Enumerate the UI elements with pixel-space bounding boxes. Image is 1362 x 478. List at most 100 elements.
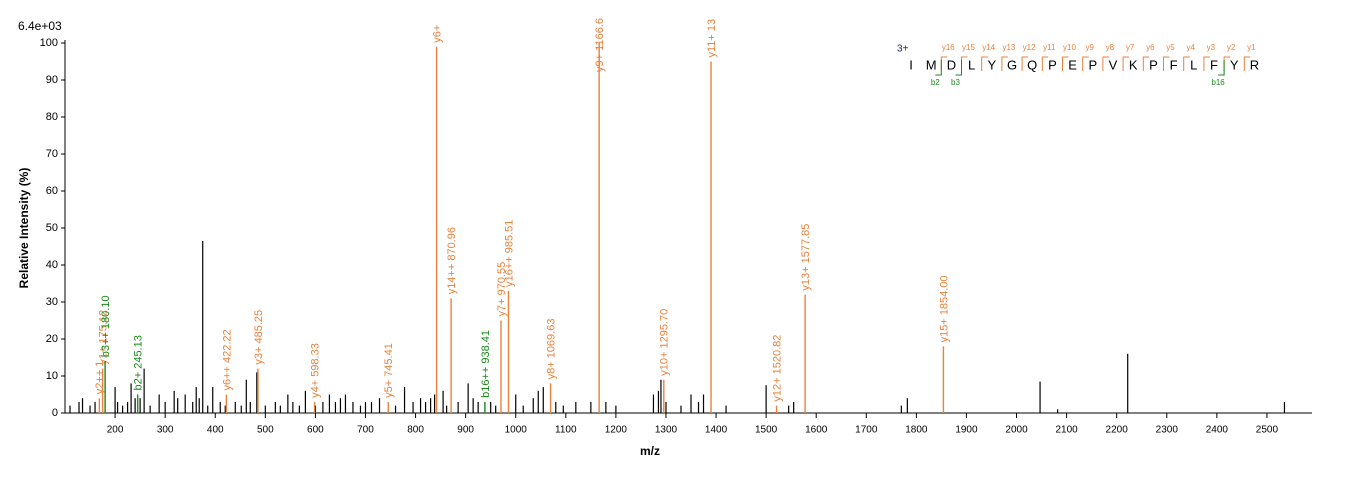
residue: K (1129, 57, 1138, 72)
x-tick-label: 2500 (1256, 425, 1279, 436)
peak-label: y1+ 175.12 (98, 310, 110, 365)
y-ion-label: y5 (1166, 43, 1175, 52)
residue: E (1068, 57, 1077, 72)
y-ion-mark (1102, 56, 1109, 71)
residue: Y (1230, 57, 1239, 72)
x-tick-label: 700 (357, 425, 374, 436)
peak-label: y10+ 1295.70 (659, 309, 671, 376)
x-tick-label: 600 (307, 425, 324, 436)
y-ion-label: y14 (982, 43, 995, 52)
y-ion-mark (1203, 56, 1210, 71)
scale-label: 6.4e+03 (18, 19, 62, 33)
residue: Q (1027, 57, 1037, 72)
b-ion-mark (1218, 60, 1225, 76)
peak-label: y6++ 422.22 (221, 329, 233, 390)
y-tick-label: 60 (46, 185, 58, 197)
y-ion-label: y15 (962, 43, 975, 52)
y-ion-label: y8 (1106, 43, 1115, 52)
x-tick-label: 1800 (905, 425, 928, 436)
charge-label: 3+ (897, 44, 909, 55)
y-ion-label: y6 (1146, 43, 1155, 52)
peak-label: b16++ 938.41 (480, 330, 492, 398)
peak-label: y11+ 13 (706, 19, 718, 58)
x-tick-label: 2000 (1005, 425, 1028, 436)
y-tick-label: 70 (46, 148, 58, 160)
y-ion-label: y7 (1126, 43, 1135, 52)
peak-label: y5+ 745.41 (383, 343, 395, 398)
y-tick-label: 40 (46, 259, 58, 271)
residue: P (1048, 57, 1057, 72)
peak-label: y14++ 870.96 (446, 227, 458, 294)
y-ion-label: y9 (1085, 43, 1094, 52)
residue: P (1088, 57, 1097, 72)
x-tick-label: 1400 (705, 425, 728, 436)
x-tick-label: 400 (207, 425, 224, 436)
x-tick-label: 1700 (855, 425, 878, 436)
y-tick-label: 100 (40, 37, 58, 49)
b-ion-label: b3 (951, 78, 960, 87)
residue: M (926, 57, 937, 72)
x-tick-label: 1200 (605, 425, 628, 436)
y-tick-label: 80 (46, 111, 58, 123)
residue: F (1170, 57, 1178, 72)
x-tick-label: 500 (257, 425, 274, 436)
residue: Y (987, 57, 996, 72)
y-ion-mark (1163, 56, 1170, 71)
b-ion-label: b16 (1211, 78, 1225, 87)
residue: P (1149, 57, 1158, 72)
y-tick-label: 30 (46, 296, 58, 308)
residue: L (968, 57, 975, 72)
x-tick-label: 800 (407, 425, 424, 436)
x-tick-label: 2200 (1106, 425, 1129, 436)
residue: F (1210, 57, 1218, 72)
residue: L (1190, 57, 1197, 72)
y-ion-label: y3 (1207, 43, 1216, 52)
peak-label: y12+ 1520.82 (771, 335, 783, 402)
x-tick-label: 300 (157, 425, 174, 436)
x-tick-label: 2400 (1206, 425, 1229, 436)
y-ion-mark (1001, 56, 1008, 71)
x-tick-label: 900 (457, 425, 474, 436)
x-tick-label: 1100 (555, 425, 577, 436)
y-tick-label: 10 (46, 370, 58, 382)
residue: V (1109, 57, 1118, 72)
y-ion-mark (1062, 56, 1069, 71)
peak-label: y13+ 1577.85 (800, 224, 812, 291)
residue: G (1007, 57, 1017, 72)
b-ion-mark (955, 60, 962, 76)
y-ion-mark (1041, 56, 1049, 71)
y-ion-label: y13 (1002, 43, 1015, 52)
x-tick-label: 2100 (1055, 425, 1078, 436)
y-ion-label: y12 (1023, 43, 1036, 52)
y-ion-label: y10 (1063, 43, 1076, 52)
y-ion-mark (1021, 56, 1029, 71)
y-ion-label: y1 (1247, 43, 1256, 52)
x-tick-label: 1900 (955, 425, 978, 436)
peak-label: y6+ (432, 25, 444, 43)
peak-label: y4+ 598.33 (309, 343, 321, 398)
y-tick-label: 20 (46, 333, 58, 345)
x-axis-label: m/z (640, 444, 660, 458)
y-axis-label: Relative Intensity (%) (17, 168, 31, 289)
peak-label: y8+ 1069.63 (546, 319, 558, 380)
b-ion-mark (935, 60, 942, 76)
y-ion-label: y16 (942, 43, 955, 52)
peak-label: b3++ 180.10 (100, 295, 112, 357)
x-tick-label: 1600 (805, 425, 828, 436)
residue: D (947, 57, 956, 72)
b-ion-label: b2 (931, 78, 940, 87)
y-tick-label: 0 (52, 407, 58, 419)
residue: I (909, 57, 913, 72)
y-tick-label: 50 (46, 222, 58, 234)
x-tick-label: 1300 (655, 425, 678, 436)
y-ion-mark (1122, 56, 1130, 71)
y-ion-label: y11 (1043, 43, 1056, 52)
peak-label: y3+ 485.25 (253, 310, 265, 365)
peak-label: y9+ 1166.6 (594, 18, 606, 72)
peak-label: b2+ 245.13 (133, 335, 145, 390)
residue: R (1250, 57, 1259, 72)
y-ion-mark (981, 56, 988, 71)
peak-label: y7+ 970.55 (496, 262, 508, 317)
y-ion-mark (961, 56, 968, 71)
x-tick-label: 1000 (505, 425, 528, 436)
